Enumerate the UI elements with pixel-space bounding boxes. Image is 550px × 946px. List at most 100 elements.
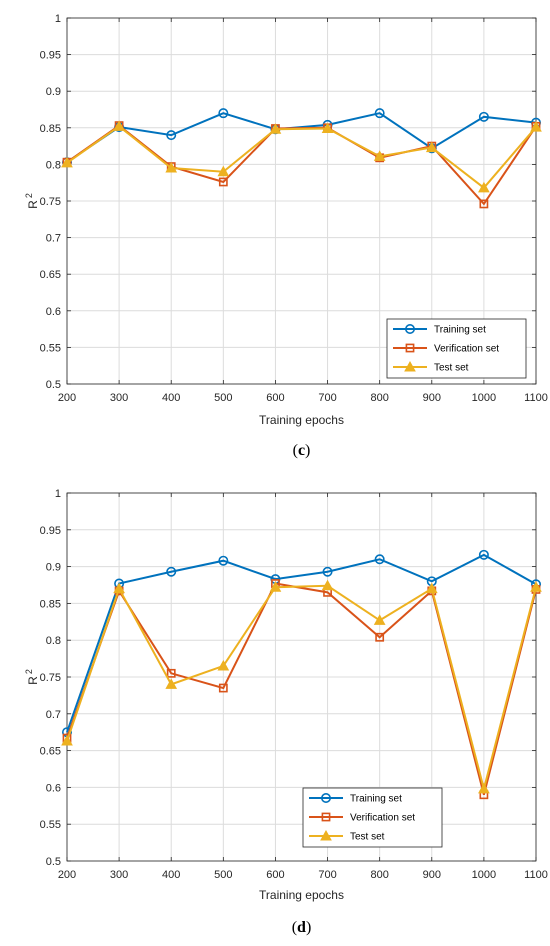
series-line (66, 582, 537, 796)
y-tick-label: 0.95 (40, 50, 61, 62)
data-point (61, 735, 73, 746)
data-point (218, 683, 228, 693)
data-point (218, 555, 229, 566)
data-point (165, 678, 178, 689)
data-point (166, 130, 177, 141)
x-tick-label: 700 (318, 869, 336, 881)
legend-label: Test set (434, 363, 469, 374)
x-tick-label: 1000 (472, 392, 496, 404)
legend: Training set Verification set Test set (386, 318, 527, 379)
panel-label-close: ) (305, 442, 310, 459)
data-point (217, 659, 230, 671)
y-tick-label: 0.55 (40, 819, 61, 831)
x-tick-label: 600 (266, 869, 284, 881)
panel-label-letter: d (297, 919, 306, 936)
x-tick-label: 500 (214, 869, 232, 881)
panel-label: (d) (292, 919, 312, 936)
legend-label: Verification set (434, 344, 499, 355)
data-point (374, 554, 385, 565)
x-tick-label: 400 (162, 392, 180, 404)
data-point (321, 122, 334, 134)
x-tick-label: 300 (110, 869, 128, 881)
legend-label: Training set (350, 794, 402, 805)
legend-marker (405, 343, 415, 353)
y-axis-label-superscript: 2 (24, 193, 34, 198)
legend-marker (321, 812, 331, 822)
y-tick-label: 0.6 (46, 782, 61, 794)
data-point (530, 581, 542, 592)
x-tick-label: 1100 (524, 392, 548, 404)
series-line (66, 553, 537, 733)
x-axis-label: Training epochs (259, 413, 344, 427)
x-tick-label: 1000 (472, 869, 496, 881)
y-tick-label: 0.9 (46, 86, 61, 98)
y-tick-label: 0.5 (46, 379, 61, 391)
data-point (321, 579, 334, 591)
y-tick-label: 0.85 (40, 598, 61, 610)
y-tick-label: 1 (55, 13, 61, 25)
data-point (373, 614, 386, 625)
x-tick-label: 500 (214, 392, 232, 404)
data-point (478, 549, 489, 560)
y-axis-label: R2 (24, 669, 40, 685)
x-axis-label: Training epochs (259, 888, 344, 902)
series-line (66, 112, 537, 164)
data-point (373, 150, 386, 161)
y-axis-label: R2 (24, 193, 40, 209)
x-tick-label: 200 (58, 392, 76, 404)
panel-label-open: ( (292, 919, 297, 936)
y-tick-label: 0.9 (46, 562, 61, 574)
data-point (269, 123, 282, 134)
y-axis-label-superscript: 2 (24, 669, 34, 674)
legend-label: Training set (434, 325, 486, 336)
series-line (66, 125, 537, 190)
y-tick-label: 0.7 (46, 709, 61, 721)
data-point (113, 120, 125, 131)
data-point (478, 181, 490, 193)
x-tick-label: 200 (58, 869, 76, 881)
legend-marker (404, 323, 415, 334)
panel-label-letter: c (298, 442, 305, 459)
legend: Training set Verification set Test set (302, 787, 443, 848)
y-tick-label: 0.75 (40, 196, 61, 208)
data-point (425, 582, 438, 594)
data-point (166, 566, 177, 577)
legend-marker (320, 829, 332, 841)
data-point (530, 121, 542, 132)
y-tick-label: 0.65 (40, 746, 61, 758)
legend-marker (404, 360, 416, 372)
y-axis-label-main: R (26, 200, 40, 209)
data-point (217, 165, 230, 177)
series-line (66, 584, 537, 793)
y-tick-label: 1 (55, 488, 61, 500)
series-triangle (61, 120, 542, 193)
data-point (375, 632, 385, 642)
legend-label: Test set (350, 832, 385, 843)
y-tick-label: 0.7 (46, 233, 61, 245)
data-point (113, 582, 125, 594)
y-tick-label: 0.75 (40, 672, 61, 684)
data-point (166, 668, 176, 678)
data-point (479, 199, 489, 209)
data-point (425, 141, 438, 153)
data-point (269, 581, 282, 592)
y-tick-label: 0.55 (40, 342, 61, 354)
panel-label-close: ) (306, 919, 311, 936)
data-point (478, 782, 490, 794)
series-circle (61, 549, 541, 738)
data-point (218, 108, 229, 119)
data-point (322, 566, 333, 577)
x-tick-label: 800 (370, 392, 388, 404)
data-point (218, 177, 228, 187)
legend-marker (320, 792, 331, 803)
x-tick-label: 300 (110, 392, 128, 404)
series-triangle (61, 579, 542, 794)
panel-label-open: ( (293, 442, 298, 459)
data-point (61, 156, 73, 168)
x-tick-label: 800 (370, 869, 388, 881)
data-point (478, 111, 489, 122)
data-point (165, 162, 178, 173)
y-axis-label-main: R (26, 676, 40, 685)
data-point (374, 108, 385, 119)
